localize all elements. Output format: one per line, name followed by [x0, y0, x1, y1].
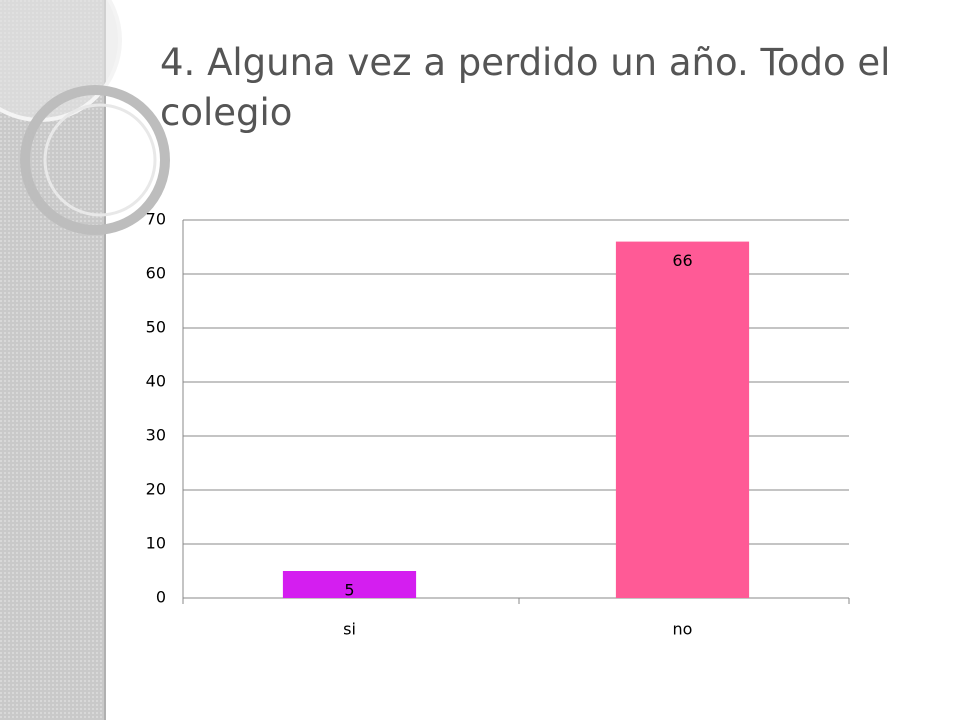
bar	[282, 571, 417, 598]
y-tick-label: 0	[156, 588, 166, 607]
x-tick-label: si	[343, 620, 356, 639]
y-tick-label: 50	[146, 318, 166, 337]
y-tick-label: 70	[146, 210, 166, 229]
x-tick-label: no	[673, 620, 693, 639]
y-tick-label: 30	[146, 426, 166, 445]
side-decoration	[0, 0, 170, 720]
data-label: 66	[672, 251, 692, 270]
bar	[615, 241, 750, 598]
y-tick-label: 60	[146, 264, 166, 283]
data-label: 5	[344, 581, 354, 600]
y-tick-label: 10	[146, 534, 166, 553]
x-axis-ticks	[182, 598, 850, 604]
chart-title: 4. Alguna vez a perdido un año. Todo el …	[160, 41, 891, 134]
y-tick-label: 20	[146, 480, 166, 499]
y-tick-label: 40	[146, 372, 166, 391]
